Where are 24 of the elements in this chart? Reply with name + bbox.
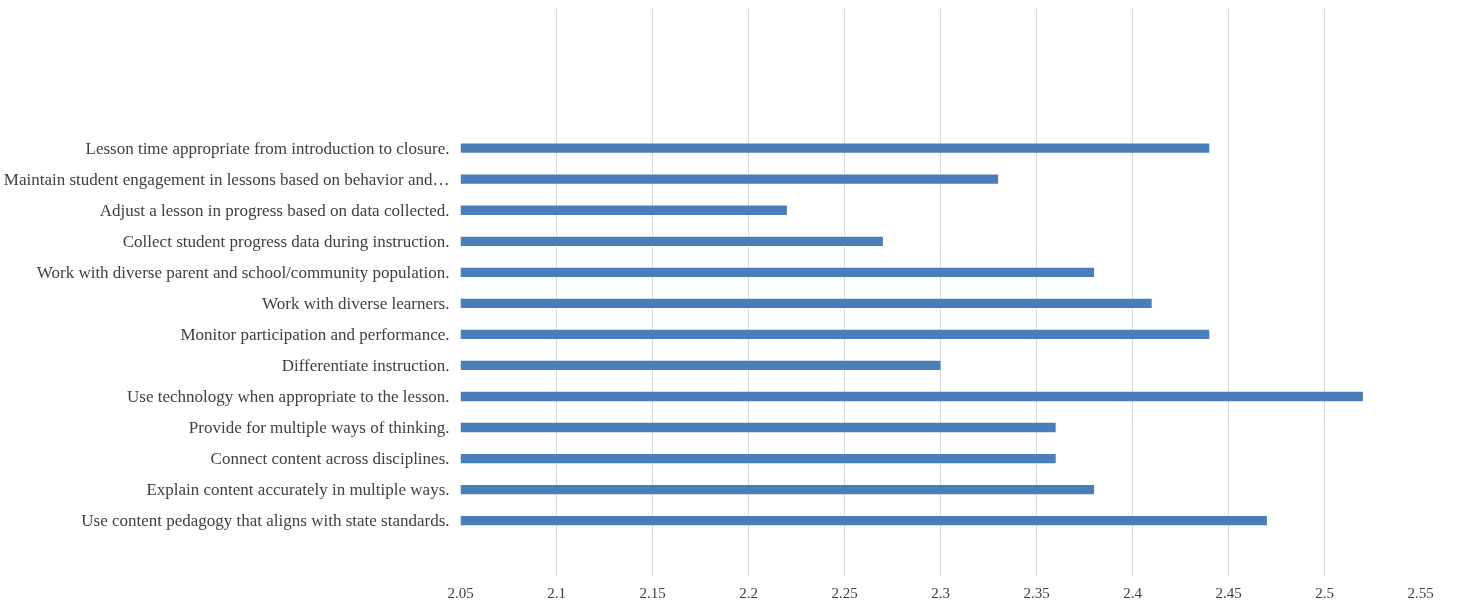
x-tick-label: 2.25: [831, 584, 858, 601]
x-tick-label: 2.45: [1215, 584, 1242, 601]
x-tick-label: 2.55: [1407, 584, 1434, 601]
x-tick-label: 2.2: [739, 584, 758, 601]
x-tick-label: 2.35: [1023, 584, 1050, 601]
y-tick-label: Maintain student engagement in lessons based on behavior and…: [3, 169, 450, 189]
y-tick-label: Lesson time appropriate from introduction to closure.: [85, 138, 450, 158]
y-tick-label: Collect student progress data during instruction.: [122, 231, 450, 251]
y-tick-label: Differentiate instruction.: [281, 355, 450, 375]
y-tick-label: Work with diverse parent and school/community population.: [36, 262, 450, 282]
x-tick-label: 2.1: [547, 584, 566, 601]
y-tick-label: Use technology when appropriate to the lesson.: [127, 386, 450, 406]
x-tick-label: 2.05: [447, 584, 474, 601]
x-tick-label: 2.5: [1315, 584, 1334, 601]
x-tick-label: 2.15: [639, 584, 666, 601]
y-tick-label: Use content pedagogy that aligns with state standards.: [81, 511, 450, 531]
y-tick-label: Connect content across disciplines.: [210, 449, 450, 469]
x-tick-label: 2.4: [1123, 584, 1143, 601]
y-tick-label: Explain content accurately in multiple ways.: [146, 480, 450, 500]
y-tick-label: Provide for multiple ways of thinking.: [188, 418, 450, 438]
y-tick-label: Adjust a lesson in progress based on data collected.: [99, 200, 450, 220]
x-tick-label: 2.3: [931, 584, 950, 601]
y-tick-label: Work with diverse learners.: [262, 293, 450, 313]
y-tick-label: Monitor participation and performance.: [180, 324, 450, 344]
